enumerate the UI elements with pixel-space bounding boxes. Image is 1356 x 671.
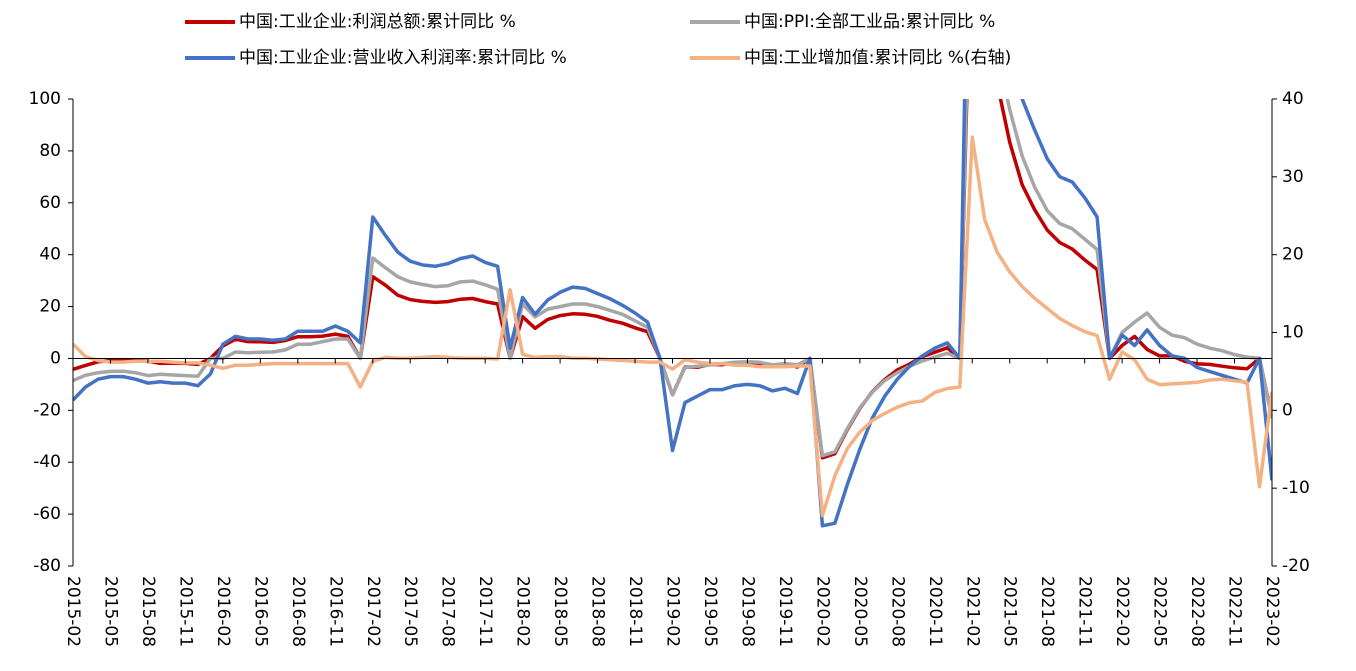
x-tick-label: 2017-08 <box>438 576 458 647</box>
x-tick-label: 2019-11 <box>775 576 795 647</box>
y2-tick-label: 40 <box>1282 89 1304 109</box>
y-tick-label: 80 <box>39 141 61 161</box>
y2-tick-label: 30 <box>1282 167 1304 187</box>
x-tick-label: 2021-02 <box>962 576 982 647</box>
x-tick-label: 2018-11 <box>625 576 645 647</box>
x-tick-label: 2015-02 <box>63 576 83 647</box>
y2-tick-label: 0 <box>1282 400 1293 420</box>
x-tick-label: 2021-11 <box>1075 576 1095 647</box>
y2-tick-label: -20 <box>1282 556 1310 576</box>
x-tick-label: 2020-02 <box>812 576 832 647</box>
y2-tick-label: 10 <box>1282 323 1304 343</box>
legend-label: 中国:工业企业:利润总额:累计同比 % <box>239 12 516 32</box>
x-tick-label: 2018-02 <box>513 576 533 647</box>
y-tick-label: 60 <box>39 193 61 213</box>
series-line <box>73 99 1272 458</box>
y-tick-label: 40 <box>39 245 61 265</box>
y-tick-label: 100 <box>29 89 61 109</box>
series-line <box>73 99 1272 528</box>
y2-tick-label: -10 <box>1282 478 1310 498</box>
x-tick-label: 2022-02 <box>1112 576 1132 647</box>
x-tick-label: 2021-05 <box>1000 576 1020 647</box>
x-tick-label: 2022-05 <box>1150 576 1170 647</box>
x-tick-label: 2016-02 <box>213 576 233 647</box>
x-tick-label: 2016-05 <box>250 576 270 647</box>
x-tick-label: 2015-05 <box>100 576 120 647</box>
x-tick-label: 2015-11 <box>175 576 195 647</box>
plot-area <box>73 99 1272 528</box>
x-tick-label: 2018-08 <box>588 576 608 647</box>
x-tick-label: 2017-11 <box>475 576 495 647</box>
legend-label: 中国:工业增加值:累计同比 %(右轴) <box>744 48 1011 68</box>
y-tick-label: -40 <box>33 452 61 472</box>
legend-label: 中国:PPI:全部工业品:累计同比 % <box>744 12 995 32</box>
y2-tick-label: 20 <box>1282 245 1304 265</box>
legend-label: 中国:工业企业:营业收入利润率:累计同比 % <box>239 48 567 68</box>
y-tick-label: -80 <box>33 556 61 576</box>
x-tick-label: 2016-08 <box>288 576 308 647</box>
y-tick-label: -20 <box>33 400 61 420</box>
x-tick-label: 2015-08 <box>138 576 158 647</box>
y-tick-label: 0 <box>50 348 61 368</box>
x-tick-label: 2020-11 <box>925 576 945 647</box>
x-tick-label: 2018-05 <box>550 576 570 647</box>
x-tick-label: 2020-05 <box>850 576 870 647</box>
x-tick-label: 2019-02 <box>663 576 683 647</box>
y-tick-label: -60 <box>33 504 61 524</box>
x-tick-label: 2017-02 <box>363 576 383 647</box>
x-tick-label: 2022-08 <box>1187 576 1207 647</box>
series-line <box>73 135 1272 518</box>
legend: 中国:工业企业:利润总额:累计同比 % 中国:PPI:全部工业品:累计同比 % 中国… <box>185 12 1011 68</box>
x-tick-label: 2023-02 <box>1262 576 1282 647</box>
x-tick-label: 2017-05 <box>400 576 420 647</box>
x-tick-label: 2019-05 <box>700 576 720 647</box>
x-tick-label: 2022-11 <box>1225 576 1245 647</box>
x-tick-label: 2019-08 <box>737 576 757 647</box>
x-tick-label: 2021-08 <box>1037 576 1057 647</box>
y-tick-label: 20 <box>39 297 61 317</box>
x-tick-label: 2016-11 <box>325 576 345 647</box>
series-line <box>73 99 1272 460</box>
x-tick-label: 2020-08 <box>887 576 907 647</box>
